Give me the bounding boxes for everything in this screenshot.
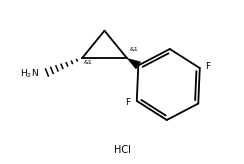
Text: H$_2$N: H$_2$N bbox=[20, 68, 40, 80]
Text: &1: &1 bbox=[83, 60, 92, 65]
Polygon shape bbox=[127, 58, 141, 69]
Text: F: F bbox=[205, 62, 210, 71]
Text: HCl: HCl bbox=[113, 144, 131, 154]
Text: &1: &1 bbox=[130, 47, 139, 52]
Text: F: F bbox=[125, 98, 131, 107]
